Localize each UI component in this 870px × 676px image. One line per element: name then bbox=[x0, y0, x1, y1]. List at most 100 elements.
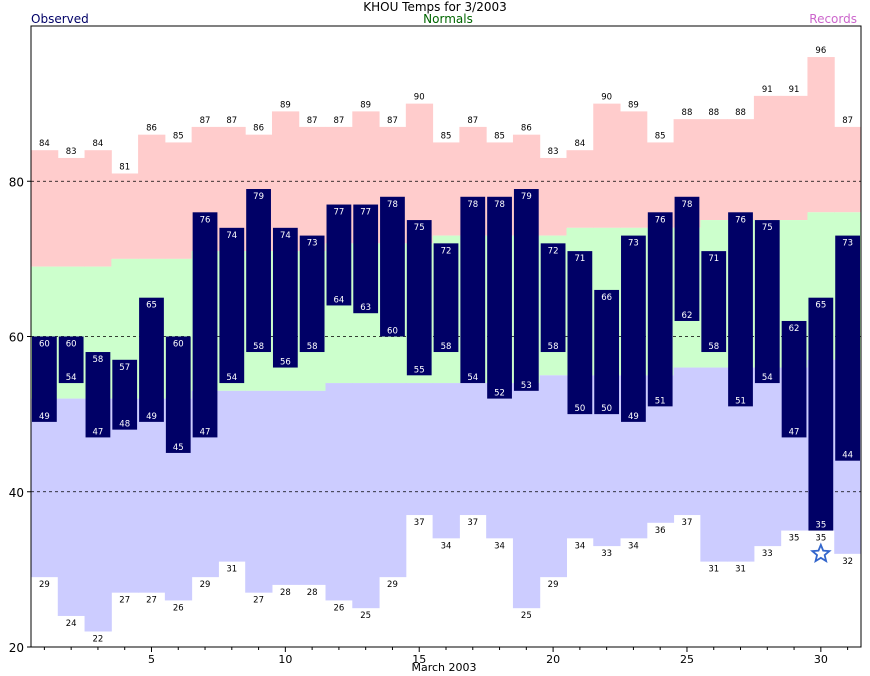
x-tick-label: 15 bbox=[412, 653, 426, 666]
record-low-label: 34 bbox=[574, 541, 585, 551]
observed-high-label: 73 bbox=[842, 239, 853, 249]
observed-bar bbox=[513, 189, 539, 391]
bar-layer bbox=[32, 189, 860, 531]
record-low-label: 27 bbox=[253, 596, 264, 606]
record-low-label: 37 bbox=[682, 518, 693, 528]
observed-high-label: 65 bbox=[815, 301, 826, 311]
record-high-label: 90 bbox=[414, 93, 425, 103]
record-low-band bbox=[298, 390, 327, 585]
observed-low-label: 51 bbox=[735, 396, 746, 406]
observed-bar bbox=[567, 251, 593, 415]
record-low-label: 28 bbox=[307, 588, 318, 598]
observed-high-label: 73 bbox=[307, 239, 318, 249]
record-high-band bbox=[834, 126, 862, 213]
observed-low-label: 54 bbox=[66, 373, 77, 383]
record-high-label: 86 bbox=[521, 124, 532, 134]
observed-low-label: 60 bbox=[387, 327, 398, 337]
record-high-label: 90 bbox=[601, 93, 612, 103]
observed-bar bbox=[406, 220, 432, 376]
observed-high-label: 74 bbox=[280, 231, 291, 241]
record-high-band bbox=[57, 157, 86, 267]
observed-low-label: 45 bbox=[173, 443, 184, 453]
record-high-label: 89 bbox=[360, 100, 371, 110]
observed-bar bbox=[246, 189, 271, 353]
record-high-band bbox=[780, 95, 808, 221]
record-high-label: 87 bbox=[467, 116, 478, 126]
observed-bar bbox=[380, 196, 405, 337]
observed-high-label: 78 bbox=[387, 200, 398, 210]
observed-low-label: 47 bbox=[200, 427, 211, 437]
record-high-label: 87 bbox=[226, 116, 237, 126]
observed-low-label: 58 bbox=[708, 342, 719, 352]
observed-low-label: 63 bbox=[360, 303, 371, 313]
observed-bar bbox=[112, 359, 138, 430]
observed-high-label: 76 bbox=[735, 215, 746, 225]
observed-bar bbox=[139, 297, 164, 422]
observed-high-label: 77 bbox=[333, 208, 344, 218]
record-high-band bbox=[807, 57, 835, 213]
observed-bar bbox=[460, 196, 486, 384]
record-low-label: 29 bbox=[39, 580, 50, 590]
new-record-low-star-icon bbox=[810, 542, 832, 564]
record-low-label: 26 bbox=[333, 603, 344, 613]
record-high-label: 86 bbox=[253, 124, 264, 134]
x-tick-label: 10 bbox=[278, 653, 292, 666]
observed-high-label: 79 bbox=[521, 192, 532, 202]
record-high-band bbox=[539, 157, 567, 236]
record-low-band bbox=[539, 375, 567, 578]
record-low-band bbox=[31, 398, 59, 578]
record-low-label: 25 bbox=[360, 611, 371, 621]
record-low-label: 31 bbox=[708, 565, 719, 575]
record-high-label: 87 bbox=[333, 116, 344, 126]
y-tick-label: 20 bbox=[9, 641, 24, 655]
observed-bar bbox=[32, 336, 57, 422]
record-high-label: 84 bbox=[39, 139, 50, 149]
observed-high-label: 62 bbox=[789, 324, 800, 334]
legend-observed: Observed bbox=[31, 12, 89, 26]
record-low-band bbox=[57, 398, 86, 616]
record-high-label: 87 bbox=[200, 116, 211, 126]
record-high-band bbox=[138, 134, 166, 259]
record-low-band bbox=[138, 398, 166, 593]
observed-high-label: 60 bbox=[173, 340, 184, 350]
record-high-band bbox=[753, 95, 782, 221]
observed-low-label: 55 bbox=[414, 365, 425, 375]
record-high-band bbox=[432, 142, 460, 236]
observed-bar bbox=[219, 227, 245, 384]
observed-high-label: 79 bbox=[253, 192, 264, 202]
record-high-label: 88 bbox=[708, 108, 719, 118]
observed-high-label: 78 bbox=[494, 200, 505, 210]
observed-high-label: 76 bbox=[200, 215, 211, 225]
record-low-label: 29 bbox=[548, 580, 559, 590]
record-low-label: 37 bbox=[414, 518, 425, 528]
record-low-label: 28 bbox=[280, 588, 291, 598]
observed-low-label: 49 bbox=[628, 412, 639, 422]
observed-bar bbox=[835, 235, 860, 461]
record-low-label: 22 bbox=[93, 634, 104, 644]
record-high-label: 96 bbox=[815, 46, 826, 56]
x-tick-label: 25 bbox=[680, 653, 694, 666]
record-high-band bbox=[111, 173, 139, 259]
record-low-band bbox=[673, 367, 701, 516]
observed-bar bbox=[808, 297, 834, 531]
observed-low-label: 49 bbox=[146, 412, 157, 422]
record-high-label: 84 bbox=[574, 139, 585, 149]
record-high-label: 89 bbox=[280, 100, 291, 110]
observed-high-label: 71 bbox=[574, 254, 585, 264]
record-high-band bbox=[31, 150, 59, 267]
observed-bar bbox=[165, 336, 191, 453]
record-high-label: 91 bbox=[789, 85, 800, 95]
observed-low-label: 51 bbox=[655, 396, 666, 406]
record-high-label: 87 bbox=[842, 116, 853, 126]
observed-high-label: 60 bbox=[66, 340, 77, 350]
observed-low-label: 50 bbox=[574, 404, 585, 414]
observed-high-label: 77 bbox=[360, 208, 371, 218]
observed-high-label: 78 bbox=[682, 200, 693, 210]
record-high-label: 83 bbox=[548, 147, 559, 157]
record-high-label: 88 bbox=[735, 108, 746, 118]
x-tick-label: 20 bbox=[546, 653, 560, 666]
record-low-band bbox=[352, 383, 380, 609]
observed-bar bbox=[754, 220, 780, 384]
record-high-label: 87 bbox=[307, 116, 318, 126]
